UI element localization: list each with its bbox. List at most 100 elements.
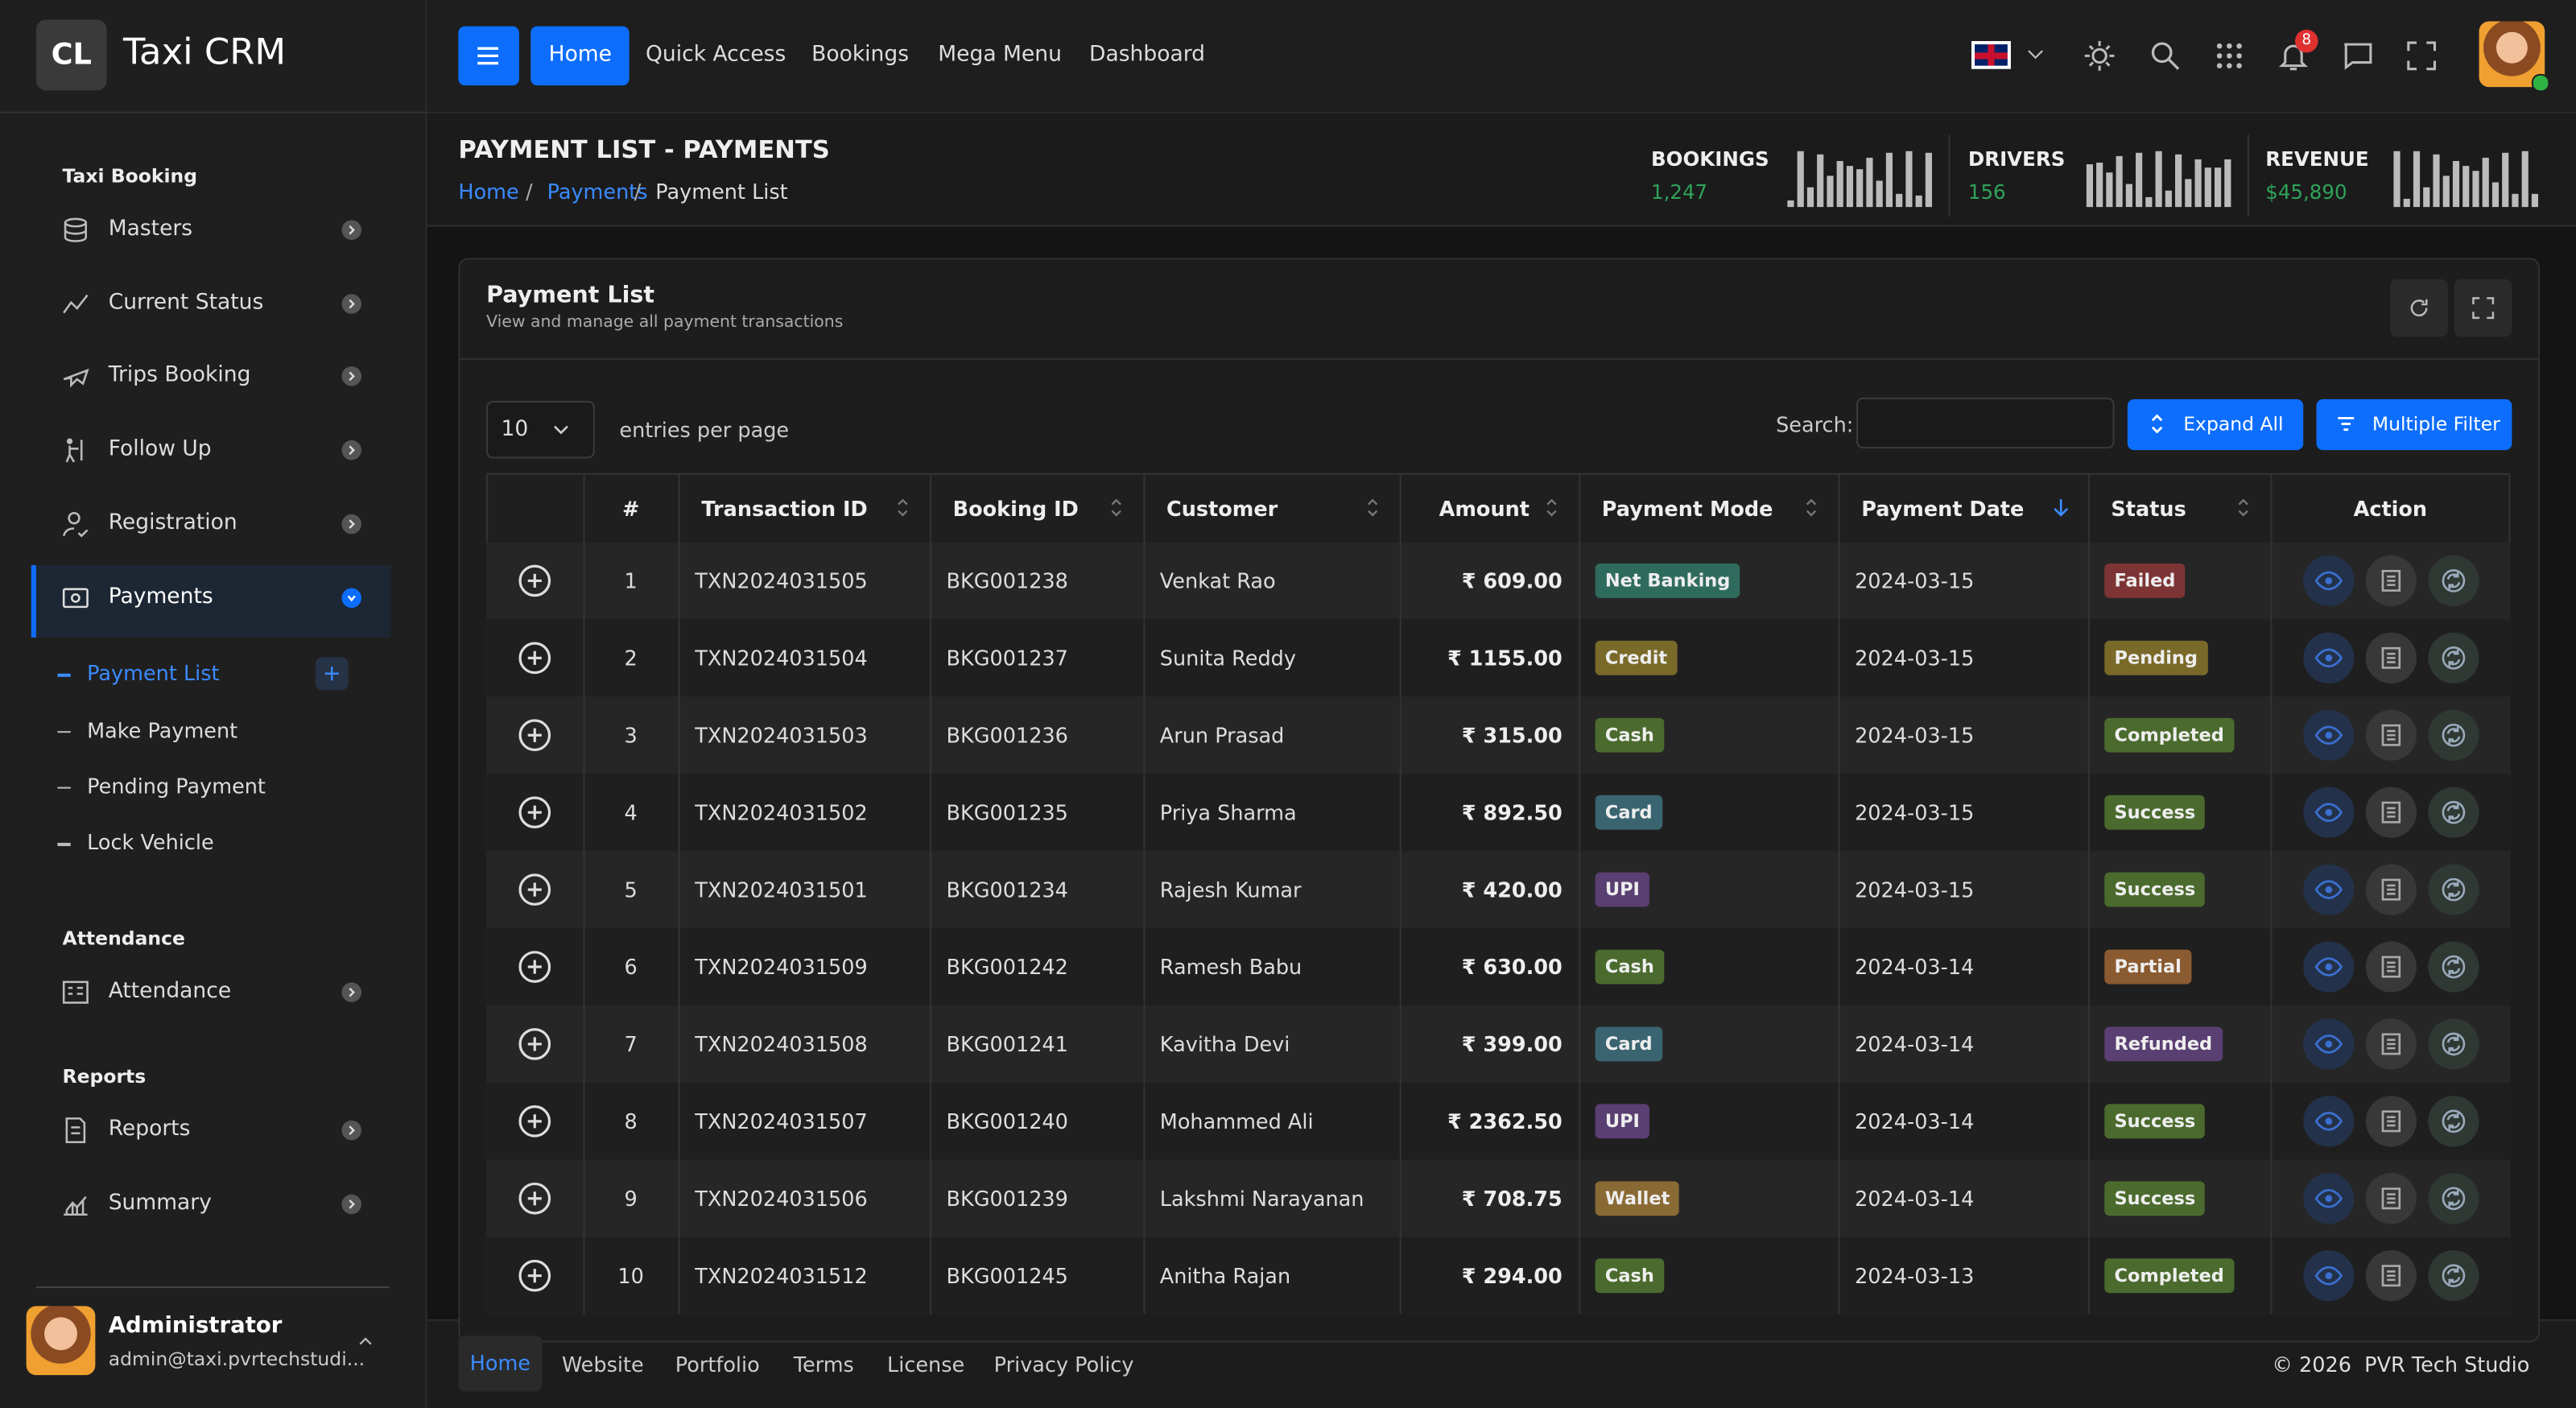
row-action[interactable] <box>2428 709 2479 761</box>
sparkline-bar <box>2194 159 2202 208</box>
breadcrumb[interactable]: Payments <box>547 179 648 204</box>
column-header[interactable]: Customer <box>1166 496 1278 521</box>
row-action[interactable] <box>2428 864 2479 915</box>
sparkline-bar <box>2413 151 2421 208</box>
nav-item[interactable]: Current Status <box>108 290 264 316</box>
arrow-glyph <box>349 518 355 529</box>
footer-link[interactable]: Terms <box>793 1352 854 1377</box>
sparkline-bar <box>1797 151 1804 208</box>
nav-item[interactable]: Attendance <box>108 979 232 1004</box>
menu-icon <box>477 47 498 65</box>
brand-name: Taxi CRM <box>123 32 287 74</box>
logo: CL <box>35 19 107 91</box>
column-header[interactable]: Transaction ID <box>701 496 868 521</box>
expand-toggle[interactable] <box>518 873 552 907</box>
row-action[interactable] <box>2428 555 2479 607</box>
section-title: Taxi Booking <box>62 164 198 188</box>
badge: Cash <box>1595 717 1665 753</box>
footer-link[interactable]: Portfolio <box>675 1352 760 1377</box>
expand-toggle[interactable] <box>518 795 552 830</box>
footer-link[interactable]: License <box>887 1352 965 1377</box>
stat-value: $45,890 <box>2265 180 2347 204</box>
nav-link[interactable]: Mega Menu <box>938 43 1062 68</box>
nav-item[interactable]: Summary <box>108 1190 212 1216</box>
expand-toggle[interactable] <box>518 641 552 675</box>
search-input[interactable] <box>1856 397 2115 449</box>
row-action[interactable] <box>2428 1250 2479 1302</box>
expand-toggle[interactable] <box>518 950 552 985</box>
footer-link[interactable]: Privacy Policy <box>993 1352 1134 1377</box>
expand-toggle[interactable] <box>518 1027 552 1062</box>
card-tool[interactable] <box>2454 279 2512 337</box>
row-action-icon <box>2442 1264 2466 1287</box>
nav-link[interactable]: Home <box>530 26 630 86</box>
column-header[interactable]: # <box>621 496 640 521</box>
cell: 2 <box>624 646 638 671</box>
action-button[interactable] <box>2127 398 2304 451</box>
row-action[interactable] <box>2428 1173 2479 1224</box>
column-header[interactable]: Booking ID <box>952 496 1079 521</box>
row-action[interactable] <box>2428 1018 2479 1070</box>
button-label: Expand All <box>2183 412 2284 436</box>
nav-link[interactable]: Dashboard <box>1089 43 1205 68</box>
card-tool[interactable] <box>2390 279 2448 337</box>
page-title: PAYMENT LIST - PAYMENTS <box>458 134 830 165</box>
sort-icon <box>2054 498 2069 517</box>
column-rule <box>678 473 680 1315</box>
nav-arrow <box>341 982 361 1002</box>
button-label: Multiple Filter <box>2372 412 2500 436</box>
cell: Arun Prasad <box>1159 722 1285 748</box>
cell: ₹ 420.00 <box>1461 877 1563 902</box>
nav-icon <box>64 1195 88 1216</box>
row-action-icon <box>2381 801 2401 824</box>
expand-toggle[interactable] <box>518 1104 552 1138</box>
row-action[interactable] <box>2428 941 2479 993</box>
sub-item[interactable]: Make Payment <box>87 716 238 742</box>
column-rule <box>1579 473 1581 1315</box>
cell: 2024-03-15 <box>1855 799 1975 825</box>
cell: 2024-03-15 <box>1855 568 1975 593</box>
cell: TXN2024031503 <box>695 722 868 748</box>
row-action[interactable] <box>2428 1096 2479 1147</box>
nav-link[interactable]: Bookings <box>811 43 910 68</box>
footer-link[interactable]: Home <box>458 1336 543 1392</box>
expand-toggle[interactable] <box>518 1181 552 1216</box>
column-header[interactable]: Action <box>2353 496 2428 521</box>
column-header[interactable]: Payment Date <box>1861 496 2025 521</box>
stat-label: DRIVERS <box>1967 147 2066 171</box>
nav-item[interactable]: Registration <box>108 510 237 535</box>
sparkline-bar <box>2462 165 2470 208</box>
expand-toggle[interactable] <box>518 718 552 753</box>
sub-item[interactable]: Pending Payment <box>87 773 266 799</box>
breadcrumb[interactable]: Home <box>458 179 519 204</box>
sub-item[interactable]: Lock Vehicle <box>87 829 214 855</box>
nav-item[interactable]: Reports <box>108 1117 191 1142</box>
expand-toggle[interactable] <box>518 564 552 598</box>
button-icon <box>2338 416 2355 431</box>
column-header[interactable]: Status <box>2111 496 2186 521</box>
flag[interactable] <box>1971 41 2011 69</box>
row-action[interactable] <box>2428 632 2479 683</box>
cell: 8 <box>624 1109 638 1134</box>
row-action-icon <box>2442 955 2466 979</box>
sub-item[interactable]: Payment List <box>87 660 220 686</box>
stat-divider <box>1948 134 1951 217</box>
column-header[interactable]: Payment Mode <box>1601 496 1773 521</box>
row-action-icon <box>2314 957 2343 977</box>
badge: UPI <box>1595 872 1650 907</box>
expand-toggle[interactable] <box>518 1258 552 1293</box>
nav-item[interactable]: Payments <box>108 584 213 609</box>
nav-icon <box>65 438 83 463</box>
nav-link[interactable]: Quick Access <box>646 43 786 68</box>
sort-icon <box>2238 498 2248 517</box>
footer-link[interactable]: Website <box>561 1352 644 1377</box>
nav-item[interactable]: Trips Booking <box>108 363 251 389</box>
sort-icon <box>1367 498 1378 517</box>
nav-item[interactable]: Masters <box>108 217 193 242</box>
nav-item[interactable]: Follow Up <box>108 437 212 462</box>
page-size-select[interactable] <box>486 400 595 459</box>
column-header[interactable]: Amount <box>1439 496 1530 521</box>
row-action[interactable] <box>2428 787 2479 838</box>
